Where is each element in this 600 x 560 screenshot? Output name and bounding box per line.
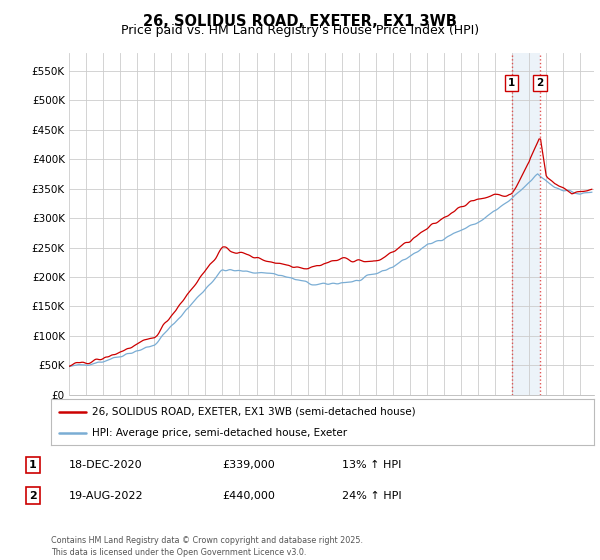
Text: 26, SOLIDUS ROAD, EXETER, EX1 3WB (semi-detached house): 26, SOLIDUS ROAD, EXETER, EX1 3WB (semi-… (92, 407, 415, 417)
Bar (512, 53, 540, 395)
Text: 1: 1 (508, 78, 515, 88)
Text: Contains HM Land Registry data © Crown copyright and database right 2025.
This d: Contains HM Land Registry data © Crown c… (51, 536, 363, 557)
Text: Price paid vs. HM Land Registry's House Price Index (HPI): Price paid vs. HM Land Registry's House … (121, 24, 479, 36)
Text: 13% ↑ HPI: 13% ↑ HPI (342, 460, 401, 470)
Text: HPI: Average price, semi-detached house, Exeter: HPI: Average price, semi-detached house,… (92, 428, 347, 438)
Text: £339,000: £339,000 (222, 460, 275, 470)
Text: 1: 1 (29, 460, 37, 470)
Text: 19-AUG-2022: 19-AUG-2022 (69, 491, 143, 501)
Text: 24% ↑ HPI: 24% ↑ HPI (342, 491, 401, 501)
Text: 2: 2 (29, 491, 37, 501)
Text: 2: 2 (536, 78, 544, 88)
Text: 26, SOLIDUS ROAD, EXETER, EX1 3WB: 26, SOLIDUS ROAD, EXETER, EX1 3WB (143, 14, 457, 29)
Text: 18-DEC-2020: 18-DEC-2020 (69, 460, 143, 470)
Text: £440,000: £440,000 (222, 491, 275, 501)
